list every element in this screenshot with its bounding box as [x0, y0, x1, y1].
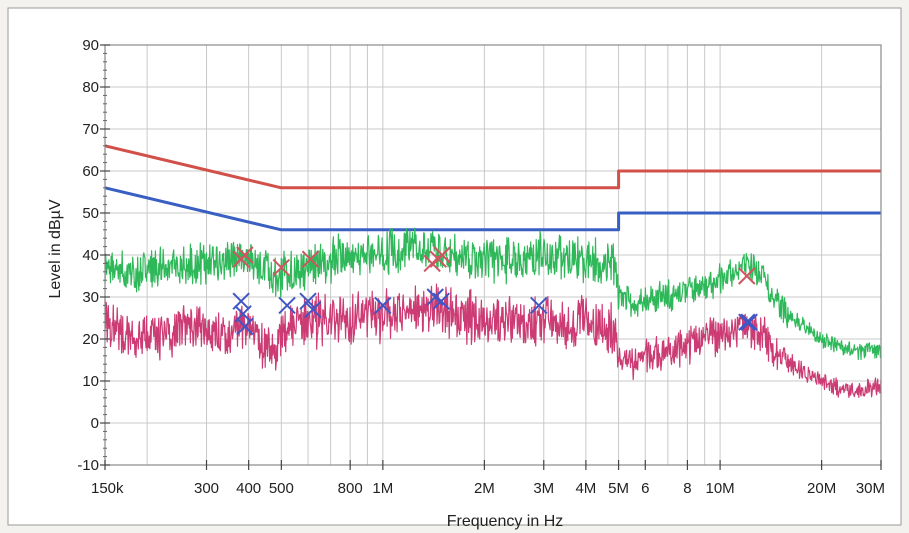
- x-tick-label: 10M: [706, 480, 735, 497]
- x-tick-label: 4M: [575, 480, 596, 497]
- x-tick-label: 1M: [372, 480, 393, 497]
- x-axis-title: Frequency in Hz: [447, 513, 564, 530]
- x-tick-label: 5M: [608, 480, 629, 497]
- x-tick-label: 400: [236, 480, 261, 497]
- avg-measurement-marker: [236, 317, 254, 336]
- x-tick-label: 6: [641, 480, 649, 497]
- chart-panel: [7, 7, 902, 526]
- y-tick-label: 90: [82, 37, 99, 54]
- y-tick-label: 10: [82, 373, 99, 390]
- avg-limit-line: [104, 186, 881, 232]
- x-tick-label: 800: [338, 480, 363, 497]
- qp-measurement-marker: [301, 250, 320, 268]
- avg-measurement-marker: [299, 292, 317, 310]
- avg-trace-line: [104, 283, 882, 398]
- avg-measurement-marker: [278, 296, 296, 315]
- marker-layer: [232, 246, 758, 336]
- x-tick-label: 3M: [533, 480, 554, 497]
- qp-measurement-marker: [272, 258, 291, 277]
- avg-measurement-marker: [304, 300, 322, 319]
- qp-measurement-marker: [738, 267, 756, 285]
- x-tick-label: 20M: [807, 480, 836, 497]
- x-tick-label: 2M: [474, 480, 495, 497]
- avg-measurement-marker: [738, 313, 756, 331]
- qp-measurement-marker: [433, 246, 451, 264]
- avg-measurement-marker: [374, 296, 392, 315]
- y-tick-label: 0: [91, 415, 99, 432]
- x-tick-label: 30M: [856, 480, 885, 497]
- qp-limit-line: [104, 144, 881, 190]
- x-tick-label: 150k: [91, 480, 124, 497]
- x-tick-label: 8: [683, 480, 691, 497]
- avg-measurement-marker: [740, 313, 758, 331]
- y-tick-label: 70: [82, 121, 99, 138]
- y-tick-label: 80: [82, 79, 99, 96]
- y-tick-label: 30: [82, 289, 99, 306]
- avg-measurement-marker: [530, 296, 548, 315]
- y-tick-label: 20: [82, 331, 99, 348]
- y-tick-label: 60: [82, 163, 99, 180]
- x-tick-label: 500: [269, 480, 294, 497]
- avg-measurement-marker: [432, 292, 450, 310]
- y-axis-title: Level in dBµV: [47, 199, 64, 298]
- y-tick-label: 40: [82, 247, 99, 264]
- axes: -10 0 10 20 30 40 50 60 70 80 90 150k 300 400 500 800 1M…: [77, 37, 885, 497]
- x-tick-label: 300: [194, 480, 219, 497]
- y-tick-label: 50: [82, 205, 99, 222]
- y-tick-label: -10: [77, 457, 99, 474]
- qp-measurement-marker: [236, 246, 254, 264]
